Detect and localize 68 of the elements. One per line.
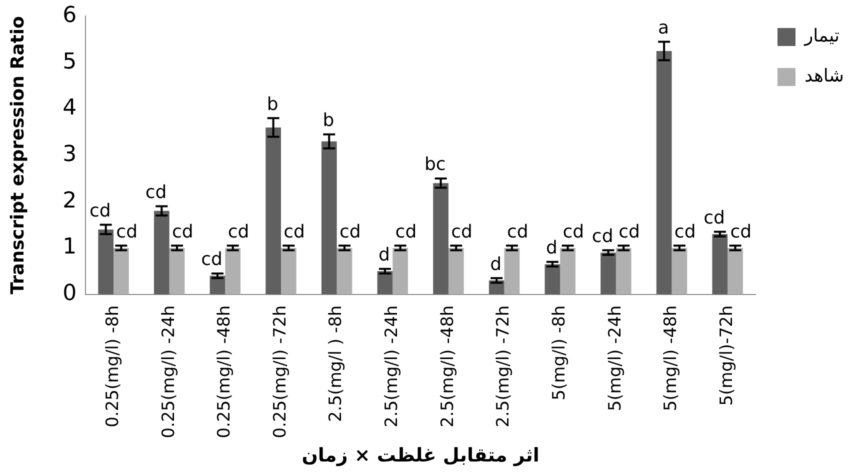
bar <box>114 248 129 294</box>
bar <box>600 252 616 294</box>
bar <box>321 141 337 294</box>
data-label: cd <box>201 249 222 270</box>
data-label: cd <box>228 221 250 242</box>
data-label: b <box>266 94 278 115</box>
x-tick-label: 0.25(mg/l) -8h <box>102 305 123 428</box>
data-label: cd <box>90 200 111 222</box>
bar <box>504 248 520 294</box>
data-label: d <box>378 244 390 266</box>
x-tick-label: 2.5(mg/l) -48h <box>438 305 458 428</box>
legend-label: شاهد <box>804 66 844 87</box>
bar <box>544 264 560 294</box>
x-tick-label: 0.25(mg/l) -48h <box>214 305 235 438</box>
data-label: a <box>658 17 670 38</box>
bar <box>728 248 743 294</box>
data-label: cd <box>730 221 752 242</box>
y-tick-label: 3 <box>62 142 77 167</box>
data-label: cd <box>145 182 167 203</box>
bar <box>392 248 408 294</box>
data-label: d <box>546 238 558 259</box>
data-label: cd <box>506 221 528 242</box>
x-tick-label: 5(mg/l) -24h <box>605 305 626 412</box>
y-tick-label: 2 <box>62 188 77 214</box>
x-tick-label: 5(mg/l) -48h <box>661 305 682 412</box>
y-tick-label: 6 <box>62 2 77 28</box>
bar <box>169 248 185 294</box>
data-label: cd <box>339 221 361 242</box>
y-tick-label: 0 <box>62 281 77 306</box>
bar <box>280 248 296 294</box>
x-tick-label: 2.5(mg/l ) -8h <box>326 305 346 422</box>
bar <box>560 248 576 294</box>
data-label: cd <box>451 221 472 242</box>
x-tick-label: 0.25(mg/l) -24h <box>158 305 179 438</box>
x-tick-label: 5(mg/l)-72h <box>717 305 738 406</box>
data-label: cd <box>172 221 194 242</box>
bar <box>266 127 281 294</box>
data-label: cd <box>674 221 696 242</box>
data-label: b <box>322 110 334 132</box>
y-axis-title: Transcript expression Ratio <box>7 16 28 294</box>
y-tick-label: 5 <box>62 49 77 74</box>
x-axis-title: اثر متقابل غلظت × زمان <box>302 444 540 467</box>
data-label: cd <box>116 221 138 242</box>
data-label: bc <box>424 154 446 176</box>
x-tick-label: 2.5(mg/l) -72h <box>494 305 514 428</box>
data-label: cd <box>562 221 584 242</box>
x-tick-label: 2.5(mg/l) -24h <box>382 305 402 428</box>
bar <box>672 248 688 294</box>
bar <box>433 183 448 294</box>
bar <box>98 229 114 294</box>
x-tick-label: 0.25(mg/l) -72h <box>270 305 290 438</box>
bar <box>616 248 632 294</box>
bar <box>712 234 728 294</box>
data-label: d <box>490 254 502 275</box>
bar <box>225 248 241 294</box>
bar <box>336 248 352 294</box>
x-tick-label: 5(mg/l) -8h <box>550 305 570 400</box>
data-label: cd <box>704 207 725 228</box>
data-label: cd <box>618 221 640 242</box>
data-label: cd <box>592 226 614 247</box>
bar <box>448 248 464 294</box>
bar <box>154 210 170 294</box>
data-label: cd <box>284 221 305 242</box>
y-tick-label: 1 <box>62 234 77 260</box>
data-label: cd <box>395 221 417 242</box>
bar <box>656 50 672 294</box>
legend-label: تیمار <box>803 26 840 47</box>
y-tick-label: 4 <box>62 96 77 121</box>
